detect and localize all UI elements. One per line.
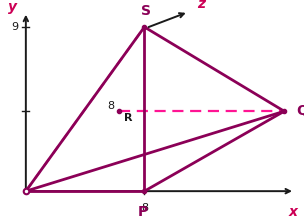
Text: z: z — [198, 0, 206, 11]
Text: P: P — [138, 205, 148, 216]
Text: 9: 9 — [11, 22, 18, 32]
Text: R: R — [124, 113, 133, 123]
Text: x: x — [289, 205, 298, 216]
Text: 8: 8 — [107, 101, 114, 111]
Text: Q: Q — [296, 104, 304, 118]
Text: 8: 8 — [141, 203, 148, 213]
Text: y: y — [8, 0, 17, 14]
Text: S: S — [141, 4, 151, 18]
